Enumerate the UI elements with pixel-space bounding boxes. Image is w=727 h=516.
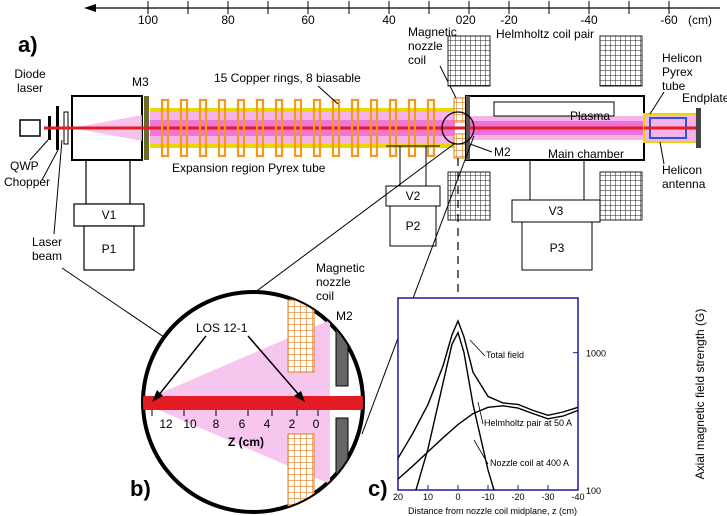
- helmholtz-coil: [447, 171, 491, 221]
- x-tick-label: -40: [571, 492, 584, 502]
- copper-rings-label: 15 Copper rings, 8 biasable: [214, 71, 361, 85]
- panel-label-b: b): [130, 476, 151, 501]
- annotation-leader: [477, 401, 484, 425]
- svg-text:V2: V2: [406, 189, 421, 203]
- svg-text:P2: P2: [406, 219, 421, 233]
- svg-text:QWP: QWP: [10, 159, 39, 173]
- plasma-label: Plasma: [570, 109, 610, 123]
- svg-text:Diode: Diode: [14, 67, 46, 81]
- series-annotation: Helmholtz pair at 50 A: [484, 418, 572, 428]
- series-line-1: [397, 405, 579, 480]
- svg-text:2: 2: [289, 417, 296, 431]
- pump-p3: [521, 221, 593, 271]
- svg-text:8: 8: [213, 417, 220, 431]
- pump-p2: [389, 205, 437, 247]
- annotation-leader: [469, 339, 486, 357]
- los-label: LOS 12-1: [196, 321, 248, 335]
- panel-label-a: a): [18, 32, 38, 57]
- chamber-viewport: [493, 101, 615, 117]
- m2-label: M2: [494, 145, 511, 159]
- svg-text:Laser: Laser: [32, 235, 62, 249]
- top-tick-label: -40: [580, 13, 598, 27]
- x-tick-label: 20: [393, 492, 403, 502]
- svg-text:M2: M2: [336, 309, 353, 323]
- svg-text:4: 4: [264, 417, 271, 431]
- nozzle-coil-top: [453, 97, 467, 123]
- series-annotation: Nozzle coil at 400 A: [490, 458, 569, 468]
- top-axis-unit: (cm): [688, 13, 712, 27]
- helmholtz-label: Helmholtz coil pair: [496, 27, 594, 41]
- svg-text:Magnetic: Magnetic: [316, 261, 365, 275]
- top-tick-label: 40: [382, 13, 396, 27]
- svg-text:P3: P3: [550, 241, 565, 255]
- svg-text:Helicon: Helicon: [662, 51, 702, 65]
- svg-text:coil: coil: [408, 53, 426, 67]
- top-tick-label: -60: [660, 13, 678, 27]
- y-tick-label: 100: [586, 486, 601, 496]
- top-axis: 100 80 60 40 20 0 -20 -40 -60 (cm): [84, 1, 720, 27]
- svg-text:0: 0: [313, 417, 320, 431]
- x-tick-label: -20: [511, 492, 524, 502]
- svg-text:nozzle: nozzle: [408, 39, 443, 53]
- series-line-0: [397, 319, 579, 459]
- top-tick-label: 80: [221, 13, 235, 27]
- series-annotation: Total field: [486, 350, 524, 360]
- top-tick-label: 20: [462, 13, 476, 27]
- annotation-leader: [473, 439, 489, 465]
- svg-text:nozzle: nozzle: [316, 275, 351, 289]
- nozzle-coil-bottom: [453, 133, 467, 159]
- inset-b: LOS 12-1 Magnetic nozzle coil M2 12 10 8…: [141, 261, 365, 514]
- x-tick-label: 0: [455, 492, 460, 502]
- copper-rings: [160, 98, 436, 158]
- x-tick-label: -30: [541, 492, 554, 502]
- svg-text:Chopper: Chopper: [4, 175, 50, 189]
- endplate: [696, 108, 701, 148]
- pump-p1: [83, 225, 135, 271]
- svg-text:beam: beam: [32, 249, 62, 263]
- window-m2: [466, 96, 470, 160]
- svg-text:Endplate: Endplate: [682, 91, 727, 105]
- svg-text:Pyrex: Pyrex: [662, 65, 693, 79]
- x-tick-label: -10: [481, 492, 494, 502]
- svg-text:12: 12: [159, 417, 173, 431]
- top-tick-label: -20: [500, 13, 518, 27]
- top-tick-label: 0: [456, 13, 463, 27]
- svg-text:V3: V3: [549, 204, 564, 218]
- x-tick-label: 10: [423, 492, 433, 502]
- diode-laser: Diode laser: [14, 67, 46, 137]
- svg-text:V1: V1: [102, 208, 117, 222]
- helmholtz-coil: [599, 35, 643, 87]
- svg-text:P1: P1: [102, 242, 117, 256]
- svg-text:Magnetic: Magnetic: [408, 25, 457, 39]
- top-tick-label: 100: [138, 13, 158, 27]
- series-line-2: [415, 330, 495, 491]
- chart-xlabel: Distance from nozzle coil midplane, z (c…: [408, 506, 577, 516]
- top-tick-label: 60: [301, 13, 315, 27]
- svg-text:coil: coil: [316, 289, 334, 303]
- chart-ylabel: Axial magnetic field strength (G): [693, 309, 707, 480]
- y-tick-label: 1000: [586, 349, 606, 359]
- svg-text:6: 6: [239, 417, 246, 431]
- svg-text:laser: laser: [17, 81, 43, 95]
- svg-text:M3: M3: [132, 75, 149, 89]
- helmholtz-coil: [599, 171, 643, 221]
- expansion-tube-label: Expansion region Pyrex tube: [172, 161, 326, 175]
- helmholtz-coil: [447, 35, 491, 87]
- svg-text:10: 10: [183, 417, 197, 431]
- main-chamber-label: Main chamber: [548, 147, 624, 161]
- zoom-circle: [441, 111, 475, 145]
- svg-text:antenna: antenna: [662, 177, 706, 191]
- svg-text:tube: tube: [662, 79, 686, 93]
- z-axis-label: Z (cm): [228, 435, 264, 449]
- svg-text:Helicon: Helicon: [662, 163, 702, 177]
- panel-label-c: c): [368, 476, 388, 501]
